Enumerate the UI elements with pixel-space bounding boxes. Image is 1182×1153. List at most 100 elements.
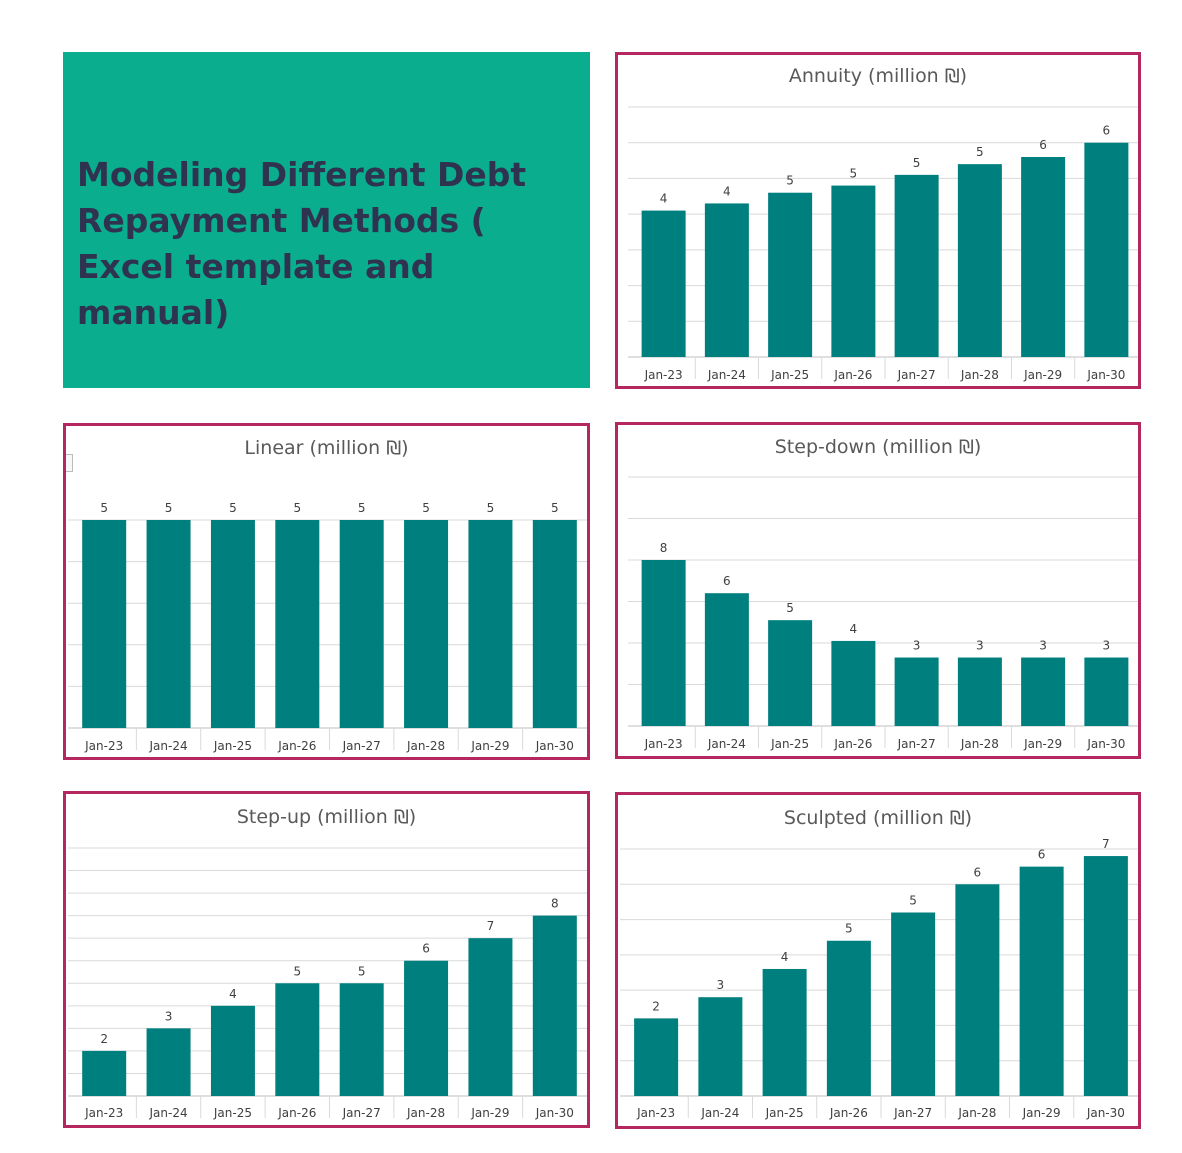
data-label: 2 [100, 1032, 108, 1046]
x-tick-label: Jan-30 [535, 1106, 574, 1120]
x-tick-label: Jan-26 [277, 1106, 316, 1120]
x-tick-label: Jan-28 [406, 739, 445, 753]
data-label: 7 [487, 919, 495, 933]
data-label: 6 [723, 574, 731, 588]
linear-chart: Linear (million ₪) 5 Jan-23 5 Jan-24 5 Jan-25… [63, 423, 590, 760]
chart-title: Sculpted (million ₪) [783, 807, 973, 829]
bar-Jan-29 [1021, 157, 1066, 357]
x-tick-label: Jan-24 [149, 739, 188, 753]
resize-handle-icon [66, 454, 73, 472]
page-title: Modeling Different Debt Repayment Method… [77, 155, 527, 332]
bar-Jan-30 [1084, 142, 1129, 357]
data-label: 8 [551, 897, 559, 911]
x-tick-label: Jan-23 [644, 737, 683, 751]
bar-Jan-27 [894, 657, 939, 726]
data-label: 5 [293, 501, 301, 515]
data-label: 6 [1038, 848, 1046, 862]
bar-Jan-29 [468, 520, 513, 728]
title-banner: Modeling Different Debt Repayment Method… [63, 52, 590, 388]
bar-Jan-24 [698, 997, 743, 1096]
x-tick-label: Jan-23 [84, 1106, 123, 1120]
bar-Jan-28 [957, 657, 1002, 726]
annuity-chart-plot: 4 Jan-23 4 Jan-24 5 Jan-25 5 Jan-26 5 Jan-27 5 Jan-… [628, 106, 1138, 382]
x-tick-label: Jan-30 [1086, 737, 1125, 751]
data-label: 5 [358, 964, 366, 978]
x-tick-label: Jan-24 [149, 1106, 188, 1120]
x-tick-label: Jan-29 [1022, 1106, 1061, 1120]
bar-Jan-29 [468, 938, 513, 1096]
x-tick-label: Jan-30 [1086, 1106, 1125, 1120]
bar-Jan-27 [891, 912, 936, 1096]
data-label: 3 [1039, 639, 1047, 653]
bar-Jan-23 [641, 210, 686, 357]
bar-Jan-25 [768, 620, 813, 726]
bar-Jan-23 [634, 1018, 679, 1096]
data-label: 6 [974, 865, 982, 879]
chart-title: Step-up (million ₪) [236, 806, 417, 828]
data-label: 5 [786, 174, 794, 188]
x-tick-label: Jan-25 [213, 739, 252, 753]
x-tick-label: Jan-25 [770, 368, 809, 382]
bar-Jan-24 [146, 1028, 191, 1096]
bar-Jan-29 [1019, 866, 1064, 1096]
data-label: 3 [976, 639, 984, 653]
bar-Jan-25 [210, 520, 255, 728]
bar-Jan-27 [894, 174, 939, 357]
x-tick-label: Jan-26 [833, 368, 872, 382]
bar-Jan-29 [1021, 657, 1066, 726]
data-label: 5 [976, 145, 984, 159]
bar-Jan-26 [831, 185, 876, 357]
bar-Jan-30 [1084, 657, 1129, 726]
data-label: 3 [717, 978, 725, 992]
bar-Jan-27 [339, 983, 384, 1096]
sculpted-chart-plot: 2 Jan-23 3 Jan-24 4 Jan-25 5 Jan-26 5 Jan-27 6 Jan-… [620, 837, 1138, 1120]
bar-Jan-27 [339, 520, 384, 728]
bar-Jan-28 [404, 520, 449, 728]
sculpted-chart: Sculpted (million ₪) 2 Jan-23 3 Jan-24 4 Jan-… [615, 792, 1141, 1129]
data-label: 4 [723, 184, 731, 198]
x-tick-label: Jan-29 [470, 1106, 509, 1120]
x-tick-label: Jan-27 [897, 737, 936, 751]
bar-Jan-26 [275, 520, 320, 728]
x-tick-label: Jan-26 [829, 1106, 868, 1120]
chart-title: Annuity (million ₪) [788, 65, 968, 87]
data-label: 4 [781, 950, 789, 964]
data-label: 4 [660, 192, 668, 206]
data-label: 5 [786, 601, 794, 615]
chart-title: Step-down (million ₪) [774, 436, 982, 458]
data-label: 6 [1039, 138, 1047, 152]
x-tick-label: Jan-29 [1023, 368, 1062, 382]
x-tick-label: Jan-25 [770, 737, 809, 751]
data-label: 6 [422, 942, 430, 956]
bar-Jan-30 [532, 915, 577, 1096]
data-label: 6 [1103, 124, 1111, 138]
data-label: 5 [909, 894, 917, 908]
x-tick-label: Jan-28 [960, 368, 999, 382]
x-tick-label: Jan-23 [644, 368, 683, 382]
data-label: 5 [422, 501, 430, 515]
bar-Jan-28 [404, 960, 449, 1096]
data-label: 8 [660, 541, 668, 555]
step-up-chart-plot: 2 Jan-23 3 Jan-24 4 Jan-25 5 Jan-26 5 Jan-27 6 Jan-… [68, 847, 587, 1120]
data-label: 5 [165, 501, 173, 515]
x-tick-label: Jan-26 [277, 739, 316, 753]
bar-Jan-24 [704, 593, 749, 726]
annuity-chart: Annuity (million ₪) 4 Jan-23 4 Jan-24 5 Jan-2… [615, 52, 1141, 389]
data-label: 5 [913, 156, 921, 170]
bar-Jan-26 [826, 940, 871, 1096]
bar-Jan-28 [955, 884, 1000, 1096]
chart-title: Linear (million ₪) [244, 437, 409, 459]
data-label: 5 [850, 167, 858, 181]
data-label: 3 [1103, 639, 1111, 653]
linear-chart-plot: 5 Jan-23 5 Jan-24 5 Jan-25 5 Jan-26 5 Jan-27 5 Jan-… [68, 501, 587, 753]
data-label: 4 [850, 622, 858, 636]
x-tick-label: Jan-29 [470, 739, 509, 753]
bar-Jan-23 [82, 1050, 127, 1096]
data-label: 5 [487, 501, 495, 515]
data-label: 2 [652, 999, 660, 1013]
bar-Jan-25 [210, 1005, 255, 1096]
bar-Jan-26 [275, 983, 320, 1096]
data-label: 3 [165, 1009, 173, 1023]
x-tick-label: Jan-30 [1086, 368, 1125, 382]
data-label: 7 [1102, 837, 1110, 851]
